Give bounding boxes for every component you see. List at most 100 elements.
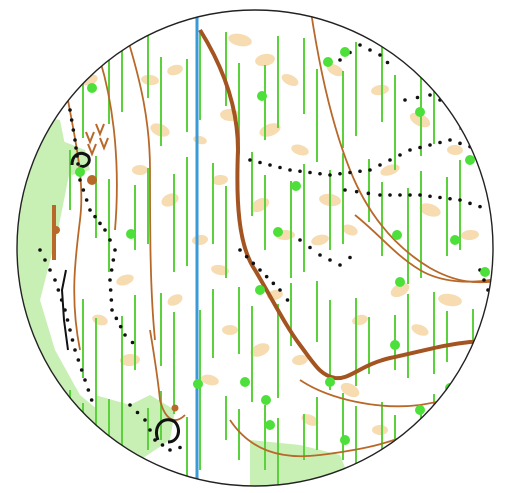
footpath-dot bbox=[438, 195, 442, 200]
footpath-dot bbox=[43, 258, 47, 262]
footpath-dot bbox=[338, 263, 342, 267]
footpath-dot bbox=[79, 368, 84, 372]
rough-patch bbox=[371, 84, 389, 96]
footpath-dot bbox=[118, 324, 123, 329]
footpath-dot bbox=[478, 114, 482, 119]
footpath-dot bbox=[103, 228, 107, 232]
footpath-dot bbox=[308, 170, 312, 175]
footpath-dot bbox=[358, 169, 362, 174]
footpath-dot bbox=[285, 298, 290, 302]
vegetation-point bbox=[415, 107, 425, 117]
footpath-dot bbox=[48, 268, 52, 272]
footpath-dot bbox=[71, 128, 76, 132]
footpath-dot bbox=[478, 204, 482, 209]
footpath-dot bbox=[488, 308, 493, 312]
path-segment-west bbox=[60, 269, 69, 351]
vegetation-point bbox=[273, 227, 283, 237]
contour-mid-east bbox=[354, 214, 493, 283]
vegetation-point bbox=[390, 340, 400, 350]
footpath-dot bbox=[418, 145, 422, 150]
vegetation-point bbox=[480, 267, 490, 277]
footpath-dot bbox=[368, 48, 372, 52]
footpath-dot bbox=[318, 253, 322, 257]
v-mark-4 bbox=[99, 137, 109, 151]
footpath-dot bbox=[264, 274, 269, 279]
footpath-dot bbox=[468, 111, 472, 116]
rough-patch bbox=[411, 324, 429, 336]
footpath-dot bbox=[487, 318, 492, 322]
rough-patch bbox=[167, 64, 183, 76]
rough-patch bbox=[372, 424, 388, 436]
footpath-dot bbox=[348, 255, 352, 260]
footpath-dot bbox=[343, 188, 347, 192]
brown-v-marks bbox=[85, 123, 109, 157]
footpath-dot bbox=[448, 103, 452, 107]
rough-patch bbox=[281, 74, 299, 86]
footpath-dot bbox=[328, 258, 332, 262]
vegetation-point bbox=[126, 229, 136, 239]
vegetation-point bbox=[340, 47, 350, 57]
rough-patch bbox=[291, 144, 309, 156]
rough-patch bbox=[390, 282, 410, 298]
footpath-dot bbox=[70, 338, 75, 342]
rough-patch bbox=[167, 294, 183, 306]
footpath-dot bbox=[408, 148, 412, 152]
footpath-dot bbox=[76, 162, 80, 166]
vegetation-point bbox=[450, 235, 460, 245]
footpath-dot bbox=[258, 268, 262, 272]
footpath-dot bbox=[168, 448, 172, 452]
vegetation-point bbox=[291, 181, 301, 191]
vegetation-point bbox=[392, 230, 402, 240]
footpath-dot bbox=[428, 143, 432, 147]
footpath-dot bbox=[113, 248, 117, 252]
contour-west-2 bbox=[99, 59, 118, 231]
footpath-dot bbox=[388, 158, 392, 162]
rough-patch bbox=[116, 274, 134, 286]
footpath-dot bbox=[403, 98, 407, 102]
footpath-dot bbox=[348, 170, 352, 175]
rough-patch bbox=[438, 293, 462, 307]
footpath-dot bbox=[408, 193, 412, 197]
footpath-dot bbox=[415, 95, 420, 100]
vegetation-point bbox=[257, 91, 267, 101]
black-solid-features bbox=[60, 151, 180, 444]
footpath-dot bbox=[338, 171, 342, 176]
footpath-dot bbox=[328, 173, 332, 177]
rough-patch bbox=[340, 382, 360, 398]
boulder-south-west bbox=[171, 404, 179, 412]
footpath-dot bbox=[278, 165, 282, 170]
footpath-dot bbox=[458, 198, 462, 202]
rough-patch bbox=[430, 63, 450, 77]
contour-south bbox=[229, 419, 401, 458]
vegetation-point bbox=[325, 377, 335, 387]
contour-west-1 bbox=[67, 99, 83, 351]
footpath-dot bbox=[318, 171, 322, 176]
vegetation-point bbox=[265, 420, 275, 430]
footpath-dot bbox=[98, 221, 102, 226]
footpath-dot bbox=[130, 340, 135, 345]
footpath-dot bbox=[458, 141, 462, 146]
footpath-dot bbox=[268, 163, 272, 167]
contour-north-west bbox=[127, 39, 156, 341]
footpath-dot bbox=[468, 201, 472, 206]
footpath-dot bbox=[65, 318, 70, 322]
footpath-dot bbox=[160, 443, 165, 447]
vegetation-point bbox=[255, 285, 265, 295]
pit-feature-south bbox=[155, 418, 180, 444]
footpath-dot bbox=[38, 248, 42, 252]
footpath-dot bbox=[123, 333, 127, 337]
v-mark-2 bbox=[95, 123, 105, 137]
rough-patch bbox=[447, 144, 463, 156]
vegetation-point bbox=[465, 155, 475, 165]
rough-patch bbox=[393, 31, 417, 49]
footpath-dot bbox=[84, 198, 89, 202]
vegetation-point bbox=[240, 377, 250, 387]
footpath-dot bbox=[385, 60, 390, 65]
footpath-dot bbox=[89, 398, 94, 402]
footpath-dot bbox=[438, 140, 442, 145]
footpath-dot bbox=[69, 118, 74, 122]
rough-patch bbox=[311, 234, 329, 246]
